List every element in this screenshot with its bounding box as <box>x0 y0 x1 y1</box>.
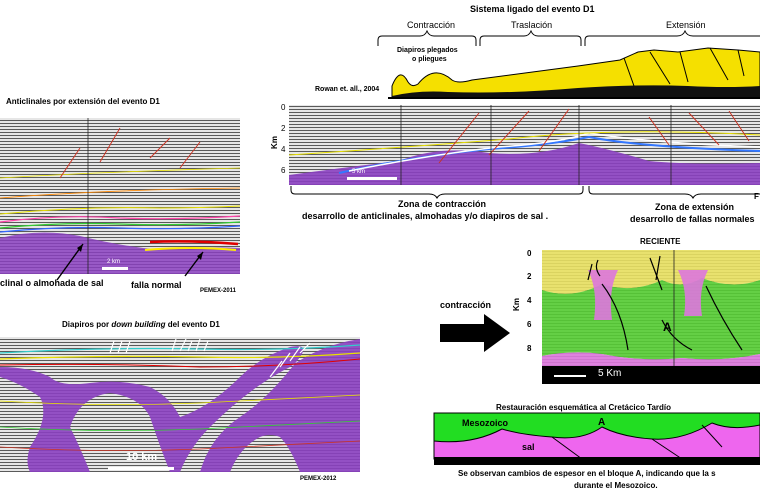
contraction-arrow <box>440 314 510 352</box>
restoration-caption-2: durante el Mesozoico. <box>574 481 658 490</box>
restoration-caption-1: Se observan cambios de espesor en el blo… <box>458 469 716 478</box>
depth-tick-2: 2 <box>281 124 286 133</box>
km-axis-label-bottom: Km <box>511 298 521 311</box>
restoration-diagram <box>433 412 760 465</box>
scale-label-diapiros: 10 km <box>126 451 158 463</box>
rowan-citation: Rowan et. all., 2004 <box>315 86 380 93</box>
scale-label-top-right: 5 km <box>352 169 366 175</box>
block-label-a: A <box>663 320 672 334</box>
phase-brackets <box>377 30 760 46</box>
reciente-depth-2: 2 <box>527 272 532 281</box>
anticlinales-title: Anticlinales por extensión del evento D1 <box>6 97 160 106</box>
restauracion-title: Restauración esquemática al Cretácico Ta… <box>496 403 672 412</box>
diapiros-title-italic: down building <box>111 320 166 329</box>
reciente-depth-6: 6 <box>527 320 532 329</box>
mesozoico-label: Mesozoico <box>462 418 509 428</box>
km-axis-label-top: Km <box>269 136 279 149</box>
sistema-title: Sistema ligado del evento D1 <box>470 4 595 14</box>
phase-traslacion: Traslación <box>511 20 553 30</box>
contraction-zone-desc: desarrollo de anticlinales, almohadas y/… <box>302 211 549 221</box>
contraction-zone-title: Zona de contracción <box>398 199 487 209</box>
extension-zone-desc: desarrollo de fallas normales <box>630 214 755 224</box>
seismic-section-top-right: 5 km <box>289 105 760 185</box>
depth-tick-0: 0 <box>281 103 286 112</box>
phase-contraccion: Contracción <box>407 20 456 30</box>
diapiros-title: Diapiros por down building del evento D1 <box>62 320 220 329</box>
label-normal-fault: falla normal <box>131 280 182 290</box>
contraction-arrow-label: contracción <box>440 300 492 310</box>
annotation-arrows <box>56 243 204 281</box>
seismic-section-reciente: A 5 Km <box>542 250 760 384</box>
scale-label-anticlinales: 2 km <box>107 259 121 265</box>
model-base-line <box>388 97 760 99</box>
diapiros-title-suffix: del evento D1 <box>165 320 220 329</box>
reciente-depth-8: 8 <box>527 344 532 353</box>
salt-system-model <box>391 47 760 99</box>
depth-tick-6: 6 <box>281 166 286 175</box>
zone-brackets <box>290 186 760 200</box>
block-label-a-small: A <box>598 417 606 428</box>
credit-pemex-2011: PEMEX-2011 <box>200 288 237 294</box>
seismic-section-anticlinales: 2 km <box>0 118 240 274</box>
reciente-depth-0: 0 <box>527 249 532 258</box>
diapiros-label-2: o pliegues <box>412 56 447 63</box>
credit-pemex-2012: PEMEX-2012 <box>300 476 337 482</box>
sal-label: sal <box>522 442 535 452</box>
extension-zone-title: Zona de extensión <box>655 202 735 212</box>
depth-tick-4: 4 <box>281 145 286 154</box>
edge-letter: F <box>754 192 759 201</box>
label-anticline: clinal o almohada de sal <box>0 278 104 288</box>
scale-label-reciente: 5 Km <box>598 368 622 379</box>
phase-extension: Extensión <box>666 20 706 30</box>
diapiros-label-1: Diapiros plegados <box>397 47 458 54</box>
reciente-title: RECIENTE <box>640 237 681 246</box>
seismic-section-diapiros: 10 km <box>0 337 360 472</box>
diapiros-title-prefix: Diapiros por <box>62 320 112 329</box>
reciente-depth-4: 4 <box>527 296 532 305</box>
